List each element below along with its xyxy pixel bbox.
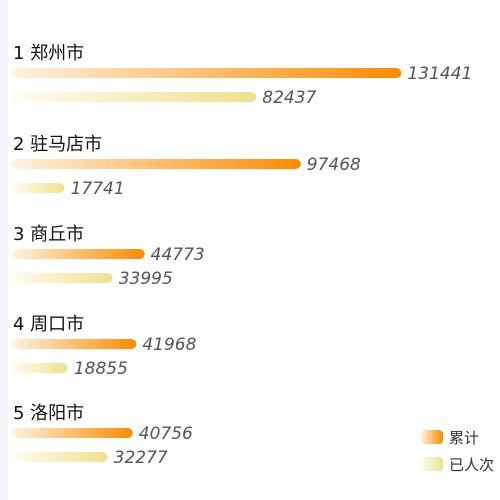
bar-cumulative <box>12 159 301 169</box>
bar-group: 5 洛阳市 40756 32277 <box>12 403 193 468</box>
data-label: 82437 <box>262 88 316 108</box>
data-label: 97468 <box>307 155 361 175</box>
data-label: 33995 <box>119 269 173 289</box>
left-edge-strip <box>0 0 8 500</box>
bar-group: 4 周口市 41968 18855 <box>12 314 197 379</box>
bar-cumulative <box>12 249 145 259</box>
legend-label: 累计 <box>449 429 479 447</box>
bar-secondary <box>12 92 257 102</box>
bar-cumulative <box>12 339 137 349</box>
data-label: 44773 <box>151 245 205 265</box>
data-label: 131441 <box>407 64 472 84</box>
legend-label: 已人次 <box>449 456 494 474</box>
bar-group: 1 郑州市 131441 82437 <box>12 43 472 108</box>
category-label: 3 商丘市 <box>13 224 84 245</box>
bar-group: 2 驻马店市 97468 17741 <box>12 134 361 199</box>
data-label: 18855 <box>74 359 128 379</box>
data-label: 40756 <box>139 424 193 444</box>
category-label: 2 驻马店市 <box>13 134 102 155</box>
bar-group: 3 商丘市 44773 33995 <box>12 224 205 289</box>
data-label: 32277 <box>114 448 168 468</box>
category-label: 4 周口市 <box>13 314 84 335</box>
bar-secondary <box>12 273 113 283</box>
data-label: 41968 <box>142 335 196 355</box>
data-label: 17741 <box>71 179 125 199</box>
bar-secondary <box>12 452 108 462</box>
category-label: 1 郑州市 <box>13 43 84 64</box>
bar-cumulative <box>12 428 133 438</box>
bar-groups: 1 郑州市 131441 82437 2 驻马店市 97468 17741 3 商丘市 447… <box>12 43 472 468</box>
legend-swatch <box>421 430 443 444</box>
bar-cumulative <box>12 68 402 78</box>
legend-swatch <box>421 457 443 471</box>
bar-secondary <box>12 183 65 193</box>
category-label: 5 洛阳市 <box>13 403 84 424</box>
bar-secondary <box>12 363 68 373</box>
